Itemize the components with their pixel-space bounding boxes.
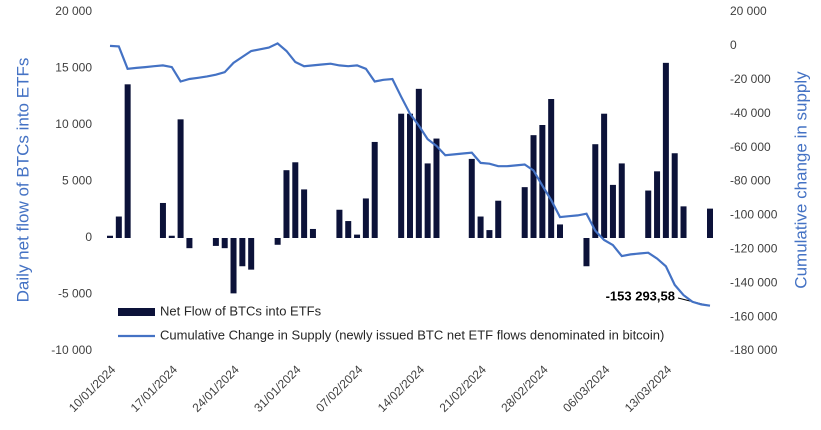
y2-tick-label: -140 000 xyxy=(730,275,778,289)
y2-tick-label: -60 000 xyxy=(730,140,771,154)
y2-axis-title: Cumulative change in supply xyxy=(791,71,810,289)
bar xyxy=(654,171,661,238)
bar xyxy=(115,216,122,238)
bar xyxy=(354,234,361,238)
bar xyxy=(212,238,219,246)
bar xyxy=(433,138,440,238)
x-tick-label: 13/03/2024 xyxy=(622,362,675,415)
legend-marker xyxy=(118,308,155,316)
bar xyxy=(662,62,669,238)
bar xyxy=(680,206,687,238)
bar xyxy=(177,119,184,238)
bar xyxy=(230,238,237,294)
bar xyxy=(415,88,422,238)
bar xyxy=(362,198,369,238)
bar xyxy=(477,216,484,238)
bar xyxy=(645,190,652,238)
bar xyxy=(557,224,563,238)
x-tick-label: 24/01/2024 xyxy=(190,362,243,415)
bar xyxy=(583,238,590,267)
y2-tick-label: -20 000 xyxy=(730,72,771,86)
bar xyxy=(407,113,413,238)
bar xyxy=(424,163,431,238)
bar xyxy=(592,144,599,238)
bar xyxy=(539,125,546,238)
x-tick-label: 17/01/2024 xyxy=(128,362,181,415)
x-tick-label: 10/01/2024 xyxy=(66,362,119,415)
bar xyxy=(159,202,166,238)
y-axis-title: Daily net flow of BTCs into ETFs xyxy=(13,58,32,303)
bar xyxy=(107,235,113,238)
y-tick-label: -5 000 xyxy=(58,287,92,301)
bar xyxy=(486,230,493,238)
y2-tick-label: -100 000 xyxy=(730,208,778,222)
bar xyxy=(292,162,299,238)
data-label: -153 293,58 xyxy=(606,288,675,303)
x-tick-label: 06/03/2024 xyxy=(560,362,613,415)
y2-tick-label: -160 000 xyxy=(730,309,778,323)
x-tick-label: 14/02/2024 xyxy=(375,362,428,415)
bar xyxy=(371,141,378,238)
bar xyxy=(530,135,537,238)
y-tick-label: 5 000 xyxy=(62,174,92,188)
bar xyxy=(609,184,616,238)
bar xyxy=(309,228,316,238)
bar xyxy=(221,238,228,249)
bar xyxy=(601,113,608,238)
y-tick-label: -10 000 xyxy=(51,343,92,357)
bar xyxy=(239,238,246,267)
y2-tick-label: -120 000 xyxy=(730,241,778,255)
bar xyxy=(283,170,290,238)
bar xyxy=(168,235,175,238)
y-tick-label: 10 000 xyxy=(55,117,92,131)
bar xyxy=(707,208,713,238)
x-tick-label: 07/02/2024 xyxy=(313,362,366,415)
y2-tick-label: -180 000 xyxy=(730,343,778,357)
bar xyxy=(248,238,255,270)
bar xyxy=(336,209,343,238)
bar xyxy=(521,187,528,238)
bar xyxy=(301,189,308,238)
x-tick-label: 28/02/2024 xyxy=(498,362,551,415)
legend-label: Cumulative Change in Supply (newly issue… xyxy=(160,327,664,342)
bar xyxy=(186,238,193,249)
y2-tick-label: 0 xyxy=(730,38,737,52)
line xyxy=(109,42,711,307)
y-tick-label: 0 xyxy=(85,230,92,244)
y2-tick-label: 20 000 xyxy=(730,4,767,18)
bar xyxy=(468,158,475,238)
bar xyxy=(398,113,405,238)
y-tick-label: 15 000 xyxy=(55,61,92,75)
y2-tick-label: -80 000 xyxy=(730,174,771,188)
bar xyxy=(124,84,131,238)
y-tick-label: 20 000 xyxy=(55,4,92,18)
bar xyxy=(495,200,502,238)
bar xyxy=(548,99,555,238)
x-tick-label: 31/01/2024 xyxy=(251,362,304,415)
bar xyxy=(274,238,281,245)
x-tick-label: 21/02/2024 xyxy=(437,362,490,415)
bar xyxy=(671,153,678,238)
legend-label: Net Flow of BTCs into ETFs xyxy=(160,303,322,318)
bar xyxy=(345,221,352,238)
y2-tick-label: -40 000 xyxy=(730,106,771,120)
bar xyxy=(618,163,625,238)
